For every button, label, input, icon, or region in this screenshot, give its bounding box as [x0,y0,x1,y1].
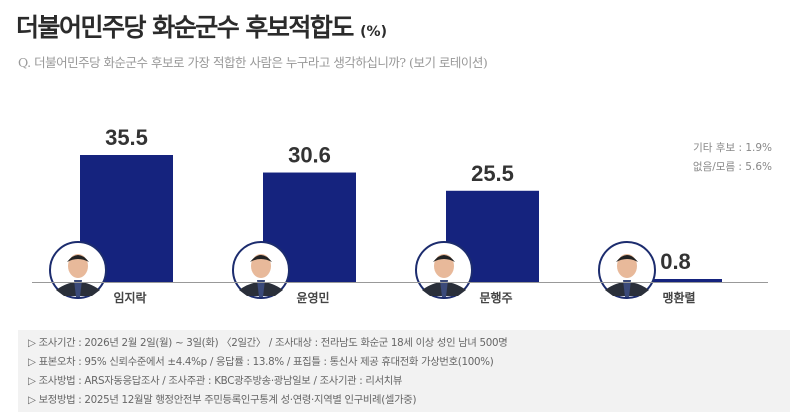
survey-question: Q. 더불어민주당 화순군수 후보로 가장 적합한 사람은 누구라고 생각하십니… [18,55,488,70]
side-note-other: 기타 후보 : 1.9% [693,142,772,154]
value-label: 35.5 [105,125,148,150]
footer-line: ▷ 조사방법 : ARS자동응답조사 / 조사주관 : KBC광주방송·광남일보… [28,375,403,387]
bar [629,279,722,282]
candidate-photo [415,241,473,299]
candidate-photo [598,241,656,299]
category-label: 맹환렬 [662,290,695,305]
bar-chart: 35.5 임지락 30.6 윤영민 25.5 문행주 0.8 맹환렬 [32,125,768,305]
side-note-none: 없음/모름 : 5.6% [692,161,772,173]
category-label: 윤영민 [296,290,329,305]
category-label: 임지락 [113,290,146,305]
candidate-photo [232,241,290,299]
footer-line: ▷ 표본오차 : 95% 신뢰수준에서 ±4.4%p / 응답률 : 13.8%… [28,356,494,368]
chart-title: 더불어민주당 화순군수 후보적합도 (%) [16,8,387,44]
title-unit: (%) [360,24,387,40]
value-label: 0.8 [660,249,691,274]
candidate-photo [49,241,107,299]
survey-info-box: ▷ 조사기간 : 2026년 2월 2일(월) ~ 3일(화) 〈2일간〉 / … [18,330,790,412]
value-label: 25.5 [471,161,514,186]
title-text: 더불어민주당 화순군수 후보적합도 [16,13,354,42]
value-label: 30.6 [288,143,331,168]
footer-line: ▷ 조사기간 : 2026년 2월 2일(월) ~ 3일(화) 〈2일간〉 / … [28,337,508,349]
category-label: 문행주 [479,290,512,305]
footer-line: ▷ 보정방법 : 2025년 12월말 행정안전부 주민등록인구통계 성·연령·… [28,394,417,406]
side-notes: 기타 후보 : 1.9% 없음/모름 : 5.6% [693,139,772,177]
